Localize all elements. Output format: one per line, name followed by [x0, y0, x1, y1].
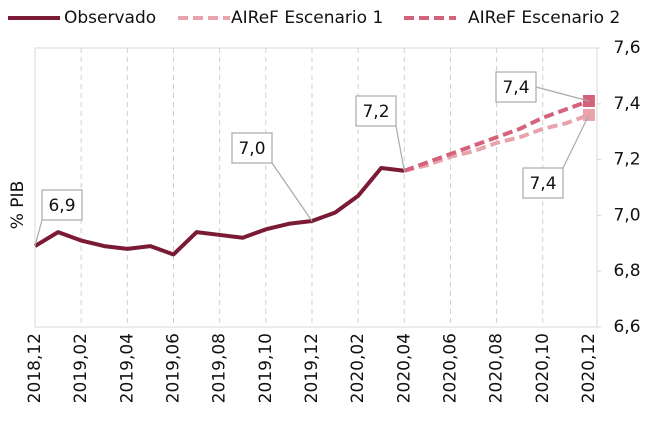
x-tick-label: 2019,08 [210, 333, 230, 403]
x-tick-label: 2020,08 [487, 333, 507, 403]
x-tick-label: 2020,12 [579, 333, 599, 403]
series-line [403, 99, 590, 173]
x-tick-label: 2019,10 [256, 333, 276, 403]
series-line [403, 113, 590, 173]
y-tick-label: 6,6 [613, 317, 640, 337]
x-tick-label: 2019,04 [117, 333, 137, 403]
callout-line [395, 125, 405, 171]
label-box [495, 71, 537, 103]
y-tick-label: 7,2 [613, 150, 640, 170]
x-tick-label: 2020,06 [440, 333, 460, 403]
x-tick-label: 2020,04 [394, 333, 414, 403]
y-tick-label: 7,4 [613, 94, 640, 114]
callout-line [271, 162, 313, 222]
legend-label: AIReF Escenario 2 [468, 8, 620, 28]
data-label: 7,0 [238, 139, 265, 159]
plot-frame [34, 47, 598, 328]
callout-line [535, 86, 590, 102]
y-tick-label: 7,6 [613, 38, 640, 58]
x-tick-label: 2020,02 [348, 333, 368, 403]
label-box [522, 167, 564, 199]
legend-label: Observado [64, 8, 156, 28]
y-tick-label: 6,8 [613, 261, 640, 281]
x-tick-label: 2018,12 [25, 333, 45, 403]
y-axis-label: % PIB [8, 181, 28, 230]
label-box [41, 189, 83, 221]
y-tick-label: 7,0 [613, 205, 640, 225]
data-label: 6,9 [48, 196, 75, 216]
x-tick-label: 2019,12 [302, 333, 322, 403]
x-tick-label: 2019,02 [71, 333, 91, 403]
series-line [33, 165, 405, 257]
label-box [231, 132, 273, 164]
data-label: 7,2 [362, 102, 389, 122]
data-label: 7,4 [502, 78, 529, 98]
data-label: 7,4 [529, 174, 556, 194]
x-tick-label: 2019,06 [163, 333, 183, 403]
label-box [355, 95, 397, 127]
callout-line [562, 114, 590, 169]
legend-label: AIReF Escenario 1 [231, 8, 383, 28]
x-tick-label: 2020,10 [533, 333, 553, 403]
callout-line [34, 219, 43, 247]
